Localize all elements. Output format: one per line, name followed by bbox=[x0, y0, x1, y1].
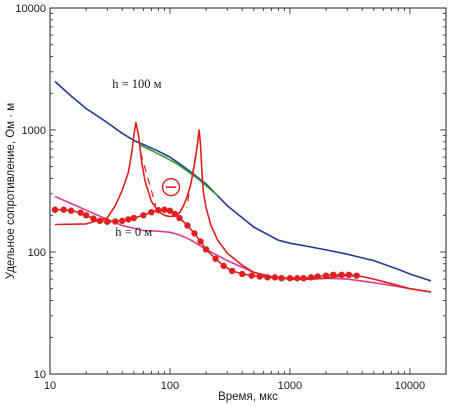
data-point bbox=[140, 212, 147, 219]
data-point bbox=[90, 215, 97, 222]
series-line-0 bbox=[54, 80, 432, 282]
data-point bbox=[300, 274, 307, 282]
data-point bbox=[353, 272, 360, 279]
data-point bbox=[60, 206, 67, 213]
data-point bbox=[228, 267, 236, 275]
annotation-h0: h = 0 м bbox=[115, 225, 152, 239]
y-tick-label: 10 bbox=[34, 369, 46, 381]
data-point bbox=[184, 222, 191, 229]
y-tick-label: 1000 bbox=[22, 125, 46, 137]
data-point bbox=[264, 274, 271, 281]
data-point bbox=[119, 217, 126, 225]
dashed-guide-right bbox=[186, 143, 199, 208]
x-tick-label: 1000 bbox=[278, 380, 302, 392]
data-point bbox=[330, 271, 337, 279]
x-tick-label: 10000 bbox=[395, 380, 426, 392]
data-point bbox=[67, 207, 75, 214]
series-layer bbox=[54, 80, 432, 293]
data-point bbox=[148, 208, 155, 216]
x-tick-label: 10 bbox=[44, 380, 56, 392]
data-point bbox=[248, 272, 255, 279]
x-tick-label: 100 bbox=[161, 380, 179, 392]
data-point bbox=[130, 214, 138, 222]
data-point bbox=[197, 238, 204, 245]
dashed-guide-left bbox=[140, 152, 157, 206]
data-point bbox=[202, 246, 210, 253]
data-point bbox=[345, 271, 353, 279]
y-tick-label: 100 bbox=[28, 247, 46, 259]
data-point bbox=[112, 218, 119, 225]
y-tick-label: 10000 bbox=[15, 3, 46, 15]
plot-frame bbox=[49, 7, 447, 375]
data-point bbox=[256, 273, 263, 280]
data-point bbox=[155, 207, 162, 214]
data-point bbox=[314, 273, 321, 280]
data-point bbox=[176, 214, 183, 222]
minus-circle-icon bbox=[161, 177, 181, 197]
data-point bbox=[212, 255, 219, 262]
data-point bbox=[171, 210, 179, 218]
series-line-3 bbox=[54, 121, 432, 293]
x-axis-label: Время, мкс bbox=[218, 391, 278, 403]
data-point bbox=[307, 274, 315, 281]
data-point bbox=[77, 209, 84, 216]
data-point bbox=[294, 274, 301, 282]
data-point bbox=[338, 271, 345, 279]
data-point bbox=[104, 218, 111, 225]
data-point bbox=[96, 217, 103, 225]
data-point bbox=[161, 206, 168, 213]
data-point bbox=[191, 230, 198, 237]
data-point bbox=[51, 206, 59, 213]
data-point bbox=[220, 262, 227, 270]
minus-marker bbox=[140, 143, 199, 208]
data-point bbox=[166, 207, 174, 214]
data-point bbox=[238, 270, 246, 278]
y-axis-label: Удельное сопротивление, Ом · м bbox=[5, 103, 17, 279]
data-point bbox=[278, 274, 285, 282]
data-point bbox=[82, 212, 90, 219]
plot-area: 10 100 1000 10000 10 100 1000 10000 bbox=[15, 3, 447, 392]
data-point bbox=[286, 274, 294, 282]
series-line-1 bbox=[138, 143, 219, 197]
data-point bbox=[322, 272, 330, 279]
annotation-h100: h = 100 м bbox=[112, 77, 161, 91]
data-point bbox=[125, 216, 132, 223]
data-point bbox=[271, 274, 279, 281]
markers-layer bbox=[51, 206, 360, 282]
